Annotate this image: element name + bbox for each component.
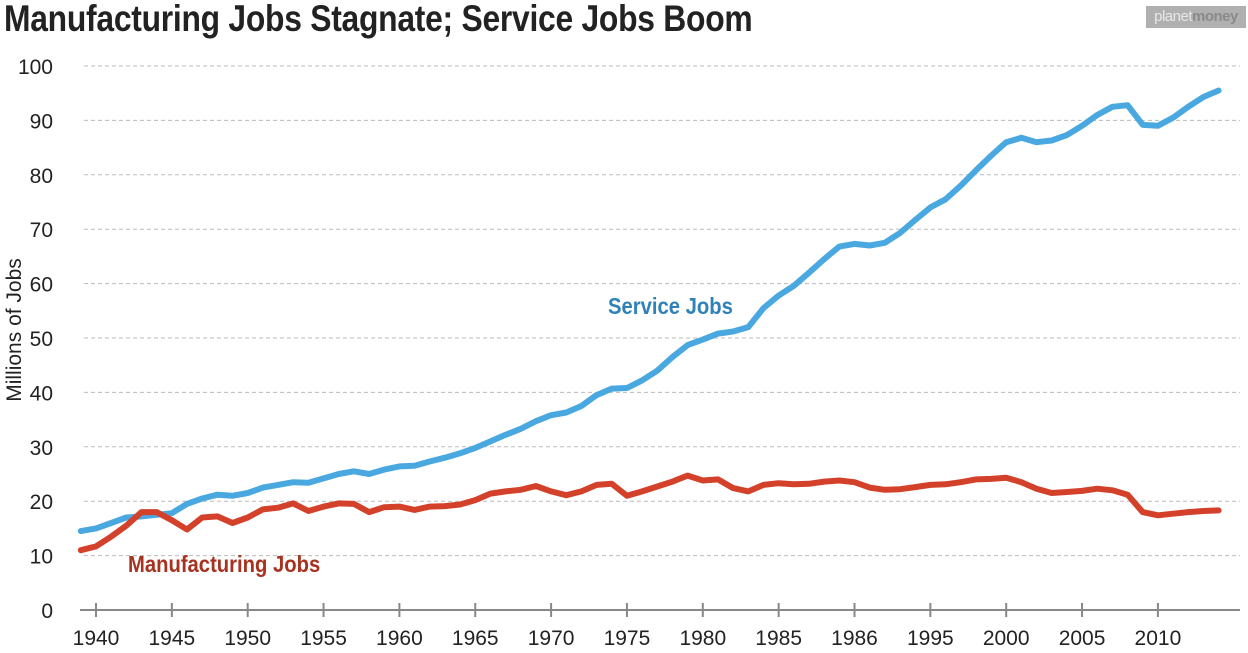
y-tick-label: 80 (30, 165, 53, 188)
x-tick-label: 1985 (755, 627, 802, 650)
x-tick-label: 1975 (604, 627, 651, 650)
x-tick-label: 2005 (1059, 627, 1106, 650)
series-label-manufacturing: Manufacturing Jobs (128, 551, 320, 578)
y-axis-ticks: 0 10 20 30 40 50 60 70 80 90 100 (18, 56, 53, 623)
series-line-manufacturing (77, 472, 1222, 554)
y-tick-label: 70 (30, 219, 53, 242)
x-tick-label: 1986 (831, 627, 878, 650)
x-tick-label: 2010 (1135, 627, 1182, 650)
y-tick-label: 100 (18, 56, 53, 79)
y-tick-label: 50 (30, 328, 53, 351)
y-axis-label: Millions of Jobs (3, 258, 26, 402)
x-tick-label: 1940 (73, 627, 120, 650)
series-line-service (77, 87, 1222, 535)
y-tick-label: 30 (30, 437, 53, 460)
y-tick-label: 0 (41, 600, 53, 623)
series-lines (77, 87, 1222, 554)
x-tick-label: 1955 (300, 627, 347, 650)
series-label-service: Service Jobs (608, 293, 733, 320)
x-tick-label: 1965 (452, 627, 499, 650)
x-tick-label: 1995 (907, 627, 954, 650)
y-tick-label: 90 (30, 110, 53, 133)
chart-title: Manufacturing Jobs Stagnate; Service Job… (4, 0, 753, 39)
y-tick-label: 40 (30, 382, 53, 405)
gridlines (84, 65, 1240, 557)
logo-text-money: money (1192, 8, 1238, 25)
logo-text-planet: planet (1154, 8, 1192, 25)
x-tick-label: 1950 (224, 627, 271, 650)
y-tick-label: 60 (30, 274, 53, 297)
planet-money-logo: planetmoney (1146, 6, 1246, 28)
y-tick-label: 20 (30, 491, 53, 514)
x-tick-label: 2000 (983, 627, 1030, 650)
x-tick-label: 1960 (376, 627, 423, 650)
x-tick-label: 1945 (148, 627, 195, 650)
x-tick-label: 1980 (679, 627, 726, 650)
y-tick-label: 10 (30, 546, 53, 569)
x-axis: 1940 1945 1950 1955 1960 1965 1970 1975 1980 1985… (73, 603, 1240, 650)
x-tick-label: 1970 (528, 627, 575, 650)
